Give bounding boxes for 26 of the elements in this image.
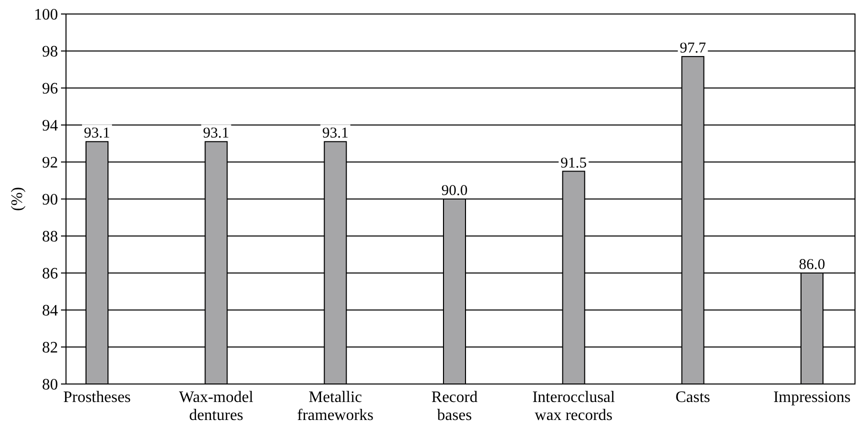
y-axis-title: (%) — [9, 187, 26, 211]
x-tick-label: Casts — [675, 389, 710, 406]
y-tick-label: 92 — [42, 154, 58, 172]
x-tick-label: Wax-model dentures — [179, 389, 254, 424]
data-label: 90.0 — [441, 183, 468, 199]
y-tick-label: 90 — [42, 192, 58, 209]
y-tick-label: 88 — [42, 228, 58, 246]
y-tick-label: 100 — [34, 6, 58, 24]
y-tick-label: 98 — [42, 44, 58, 61]
y-tick-label: 80 — [42, 376, 58, 394]
data-label: 93.1 — [84, 126, 110, 142]
data-label: 86.0 — [798, 257, 826, 273]
data-label: 93.1 — [203, 126, 230, 142]
data-label: 97.7 — [680, 40, 706, 57]
data-label: 93.1 — [322, 126, 348, 142]
x-tick-label: Impressions — [773, 389, 851, 406]
x-tick-label: Interocclusal wax records — [532, 389, 616, 424]
y-tick-label: 82 — [42, 340, 58, 357]
data-label: 91.5 — [560, 155, 587, 172]
y-tick-label: 86 — [42, 266, 58, 283]
y-tick-label: 84 — [42, 302, 58, 320]
x-tick-label: Prostheses — [63, 389, 131, 406]
x-tick-label: Record bases — [431, 389, 478, 424]
x-tick-label: Metallic frameworks — [297, 389, 374, 424]
y-tick-label: 96 — [42, 80, 58, 98]
y-tick-label: 94 — [42, 118, 58, 135]
